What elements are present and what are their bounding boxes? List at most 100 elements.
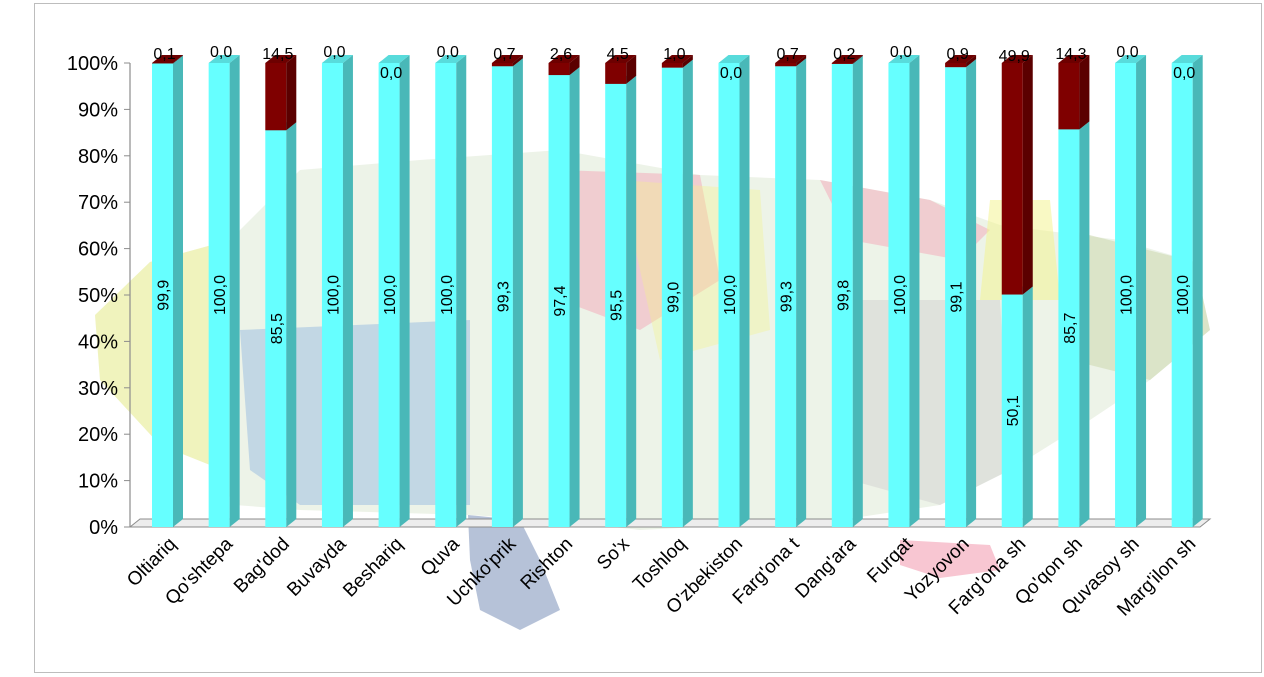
- bar-segment-1-front: [718, 63, 740, 527]
- bar-segment-1-front: [1171, 63, 1193, 527]
- y-tick-label: 100%: [67, 53, 118, 75]
- data-label-series-2: 0,0: [380, 65, 402, 82]
- data-label-series-1: 50,1: [1005, 395, 1022, 426]
- data-label-series-2: 0,0: [437, 44, 459, 61]
- bar-segment-1-side: [1136, 55, 1147, 527]
- bar-segment-2-front: [661, 63, 683, 68]
- bars: [152, 55, 1203, 528]
- bar-segment-2-side: [286, 55, 297, 131]
- data-label-series-1: 99,3: [495, 281, 512, 312]
- y-tick-label: 20%: [78, 424, 118, 446]
- bar-segment-2-side: [1022, 55, 1033, 295]
- bar-segment-1-front: [775, 66, 797, 528]
- bar-segment-2-side: [852, 55, 863, 64]
- bar-segment-1-front: [265, 130, 287, 527]
- bar-segment-1-side: [626, 75, 637, 527]
- bar-segment-1-top: [888, 55, 920, 63]
- bar-segment-1-side: [229, 55, 240, 527]
- data-label-series-2: 0,1: [153, 46, 175, 63]
- data-label-series-2: 1,0: [663, 46, 685, 63]
- data-label-series-1: 100,0: [892, 275, 909, 315]
- bar-segment-1-side: [1192, 55, 1203, 527]
- bar-segment-2-side: [173, 55, 183, 64]
- data-label-series-1: 95,5: [609, 290, 626, 321]
- bar-segment-2-top: [945, 55, 977, 63]
- data-label-series-2: 0,0: [890, 44, 912, 61]
- map-region: [95, 150, 1210, 530]
- data-label-series-1: 85,7: [1062, 313, 1079, 344]
- data-label-series-2: 4,5: [607, 46, 629, 63]
- y-tick-label: 10%: [78, 471, 118, 493]
- bar-segment-2-top: [1058, 55, 1090, 63]
- bar-segment-1-front: [548, 75, 570, 528]
- bar-segment-1-side: [342, 55, 353, 527]
- y-tick-label: 70%: [78, 192, 118, 214]
- bar-segment-1-front: [831, 63, 853, 527]
- bar-segment-2-front: [1058, 63, 1080, 130]
- data-label-series-2: 14,3: [1055, 46, 1086, 63]
- data-label-series-2: 0,9: [946, 46, 968, 63]
- bar-segment-2-front: [1001, 63, 1023, 295]
- map-district: [900, 540, 1000, 578]
- data-label-series-2: 0,0: [720, 65, 742, 82]
- category-label: Quva: [417, 533, 464, 580]
- y-tick-label: 30%: [78, 378, 118, 400]
- bar-segment-1-front: [378, 63, 400, 527]
- y-tick-label: 60%: [78, 239, 118, 261]
- bar-segment-1-side: [399, 55, 410, 527]
- data-label-series-2: 14,5: [262, 46, 293, 63]
- bar-segment-1-side: [512, 58, 523, 528]
- data-label-series-1: 99,1: [949, 281, 966, 312]
- bar-segment-2-side: [682, 55, 693, 68]
- data-label-series-2: 0,0: [323, 44, 345, 61]
- map-district: [240, 320, 470, 505]
- bar-segment-2-front: [775, 63, 797, 67]
- data-label-series-1: 99,0: [665, 282, 682, 313]
- bar-segment-2-side: [626, 55, 637, 84]
- category-label: Beshariq: [339, 534, 407, 602]
- category-label: Dang'ara: [791, 533, 860, 602]
- data-label-series-2: 0,2: [833, 46, 855, 63]
- bar-segment-1-top: [718, 55, 750, 63]
- data-label-series-2: 0,7: [493, 46, 515, 63]
- data-label-series-1: 100,0: [1175, 275, 1192, 315]
- bar-segment-1-side: [173, 55, 183, 528]
- category-label: So'x: [593, 533, 634, 574]
- bar-segment-1-side: [682, 59, 693, 527]
- bar-segment-2-side: [512, 55, 523, 67]
- data-label-series-1: 97,4: [552, 285, 569, 316]
- bar-segment-2-front: [605, 63, 627, 84]
- bar-segment-1-front: [321, 63, 343, 527]
- bar-segment-2-side: [569, 55, 580, 76]
- bar-segment-1-top: [435, 55, 467, 63]
- y-tick-label: 40%: [78, 331, 118, 353]
- bar-segment-2-side: [966, 55, 977, 68]
- data-label-series-1: 99,3: [779, 281, 796, 312]
- bar-segment-1-side: [569, 67, 580, 528]
- data-label-series-2: 0,7: [777, 46, 799, 63]
- bar-segment-1-top: [378, 55, 410, 63]
- bar-segment-2-top: [831, 55, 863, 63]
- bar-segment-2-side: [796, 55, 807, 67]
- bar-segment-1-front: [435, 63, 457, 527]
- bar-segment-1-side: [909, 55, 920, 527]
- bar-segment-1-front: [208, 63, 230, 527]
- bar-segment-2-top: [491, 55, 523, 63]
- bar-segment-1-top: [321, 55, 353, 63]
- data-label-series-2: 2,6: [550, 46, 572, 63]
- bar-segment-2-front: [831, 63, 853, 64]
- category-label: Buvayda: [283, 533, 350, 600]
- bar-segment-2-top: [605, 55, 637, 63]
- data-label-series-1: 85,5: [269, 313, 286, 344]
- bar-segment-1-top: [208, 55, 240, 63]
- bar-segment-1-front: [152, 63, 173, 528]
- bar-segment-1-front: [661, 67, 683, 527]
- bar-segment-2-top: [1001, 55, 1033, 63]
- y-tick-label: 80%: [78, 146, 118, 168]
- bar-segment-1-front: [888, 63, 910, 527]
- category-label: Oltiariq: [123, 534, 180, 591]
- bar-segment-2-top: [775, 55, 807, 63]
- bar-segment-2-side: [1079, 55, 1090, 130]
- y-tick-label: 0%: [89, 517, 118, 539]
